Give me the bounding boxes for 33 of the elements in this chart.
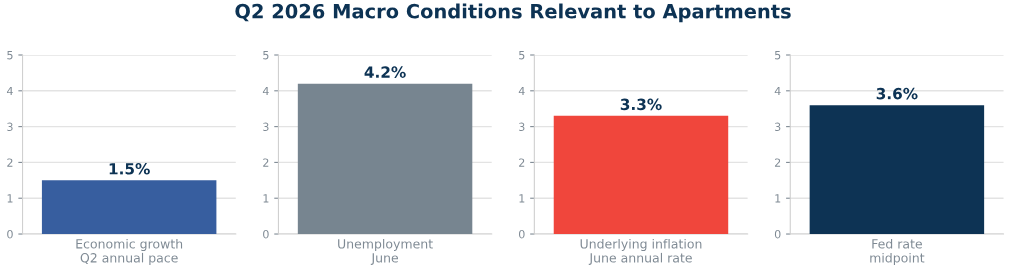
y-tick-label: 3 [263,122,269,131]
y-tick-label: 5 [775,51,781,60]
y-tick-label: 0 [7,230,13,239]
data-label: 1.5% [109,163,150,175]
x-tick-label: Underlying inflation June annual rate [580,238,702,265]
y-tick-label: 5 [519,51,525,60]
data-label: 3.6% [876,87,918,100]
y-tick-label: 3 [519,122,525,131]
y-tick-label: 1 [519,194,525,203]
y-tick-label: 3 [775,122,781,131]
y-tick-label: 1 [263,194,269,203]
y-tick-label: 5 [7,51,13,60]
y-tick-label: 4 [262,86,269,96]
y-tick-label: 0 [774,230,781,239]
y-tick-label: 2 [519,158,525,167]
x-tick-label: Unemployment June [338,238,433,265]
y-tick-label: 2 [7,158,13,167]
y-tick-label: 1 [775,194,781,203]
y-tick-label: 5 [263,51,269,60]
data-label: 4.2% [364,66,406,78]
y-tick-label: 2 [774,158,781,167]
y-tick-label: 4 [6,86,13,96]
y-tick-label: 4 [518,86,525,96]
y-tick-label: 4 [774,86,781,96]
y-tick-label: 0 [263,230,269,239]
text: Q2 2026 Macro Conditions Relevant to Apartments [235,3,791,23]
x-tick-label: Economic growth Q2 annual pace [76,238,183,265]
data-label: 3.3% [620,98,662,111]
y-tick-label: 0 [518,230,525,239]
y-tick-label: 2 [263,158,269,167]
x-tick-label: Fed rate midpoint [870,238,925,265]
y-tick-label: 1 [7,194,13,203]
y-tick-label: 3 [7,122,13,131]
